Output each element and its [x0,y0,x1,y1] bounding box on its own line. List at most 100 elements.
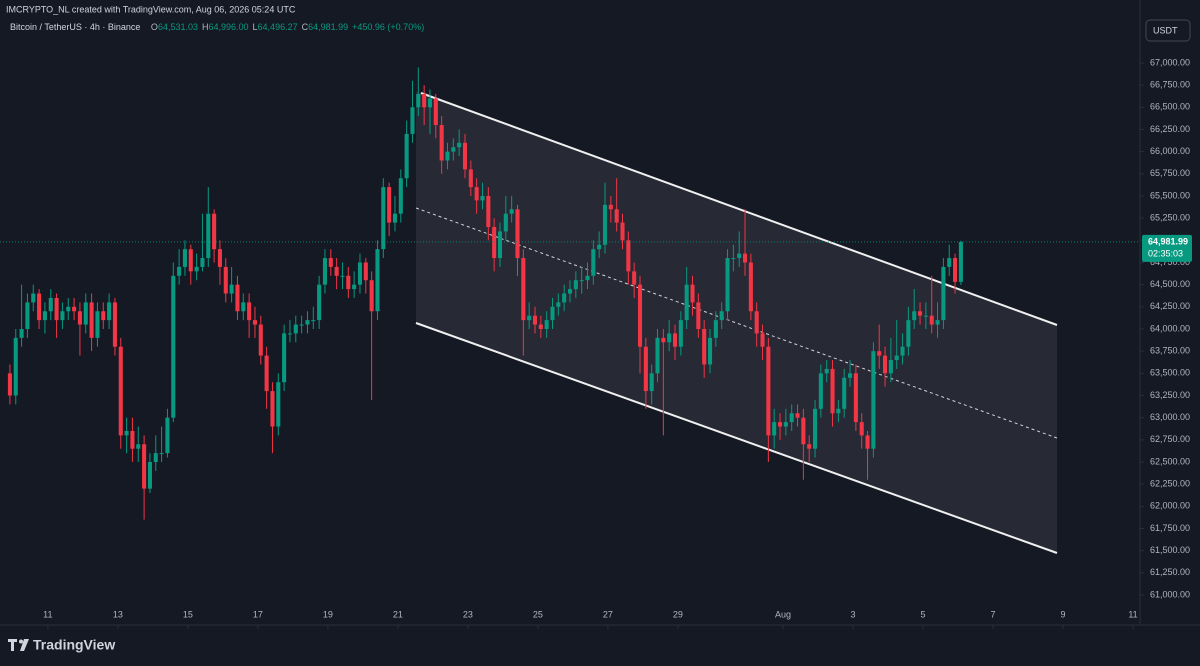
candle-body [404,133,409,179]
candle-body [614,209,619,223]
candle-body [7,373,12,396]
candle-body [270,391,275,427]
candle-body [66,306,71,312]
candle-body [258,324,263,356]
candle-body [223,266,228,294]
candle-body [340,275,345,277]
candle-body [311,320,316,322]
candle-body [719,311,724,321]
candle-body [410,107,415,134]
candle-body [836,408,841,414]
ohlc-value: 64,531.03 [158,22,198,32]
candle-body [83,302,88,325]
y-tick-label: 64,000.00 [1150,323,1190,333]
candle-body [812,408,818,449]
candle-body [287,333,293,335]
x-tick-label: 5 [920,609,925,619]
candle-body [521,258,526,321]
last-price-label: 64,981.99 [1148,236,1188,246]
candle-body [562,293,567,303]
candle-body [661,337,666,343]
candle-body [95,311,100,338]
candle-body [731,258,736,260]
candle-body [626,240,631,272]
candle-body [894,355,899,361]
candle-body [789,413,794,423]
candle-body [643,346,648,392]
candle-body [299,324,304,326]
candle-body [305,320,310,325]
y-tick-label: 64,250.00 [1150,301,1190,311]
candle-body [427,98,433,108]
x-tick-label: 15 [183,609,193,619]
y-tick-label: 63,000.00 [1150,412,1190,422]
candle-body [31,293,36,303]
candle-body [42,311,47,321]
x-tick-label: 11 [1128,609,1137,619]
candle-body [165,417,170,454]
candle-body [859,422,864,436]
candle-body [188,249,193,272]
countdown: 02:35:03 [1148,248,1183,258]
candle-body [573,280,578,290]
candle-body [124,430,129,436]
candle-body [900,346,905,356]
candle-body [375,249,380,312]
currency[interactable]: USDT [1153,25,1178,35]
candle-body [381,187,386,250]
candle-body [620,222,625,241]
candle-body [433,98,438,126]
y-tick-label: 62,250.00 [1150,479,1190,489]
candle-body [194,266,199,272]
candle-body [177,266,182,276]
candle-body [707,337,713,365]
candle-body [247,302,252,321]
candle-body [725,258,730,312]
y-tick-label: 61,750.00 [1150,523,1190,533]
candle-body [585,275,590,281]
candle-body [702,328,707,365]
logo-mark [19,639,23,644]
candle-body [317,284,322,321]
x-tick-label: 19 [323,609,333,619]
candle-body [637,284,643,347]
currency-button[interactable] [1145,19,1191,42]
candle-body [206,213,211,259]
candle-body [241,302,246,312]
candle-body [608,204,613,210]
candle-body [801,417,806,445]
y-tick-label: 63,250.00 [1150,390,1190,400]
ohlc-key: O [151,22,158,32]
candle-body [264,355,269,392]
candle-body [783,422,788,427]
y-tick-label: 62,750.00 [1150,434,1190,444]
candle-body [550,306,555,321]
candle-body [54,297,59,321]
candle-body [142,444,147,489]
candle-body [777,422,783,427]
x-tick-label: 17 [253,609,263,619]
candle-body [72,306,77,312]
x-tick-label: 27 [603,609,613,619]
ohlc-value: 64,981.99 [308,22,348,32]
ohlc-value: 64,996.00 [208,22,248,32]
candle-body [632,271,637,285]
y-tick-label: 64,500.00 [1150,279,1190,289]
candle-body [772,422,777,436]
y-tick-label: 61,500.00 [1150,545,1190,555]
candle-body [544,320,549,329]
candle-body [171,275,176,418]
candle-body [807,444,812,449]
candle-body [795,413,800,418]
candle-body [252,320,257,325]
y-tick-label: 67,000.00 [1150,57,1190,67]
candle-body [112,302,117,347]
candle-body [842,377,847,409]
y-tick-label: 63,500.00 [1150,368,1190,378]
candle-body [416,93,421,108]
candle-body [672,333,678,347]
candle-body [282,333,287,383]
candle-body [742,253,748,263]
candle-body [48,297,53,312]
